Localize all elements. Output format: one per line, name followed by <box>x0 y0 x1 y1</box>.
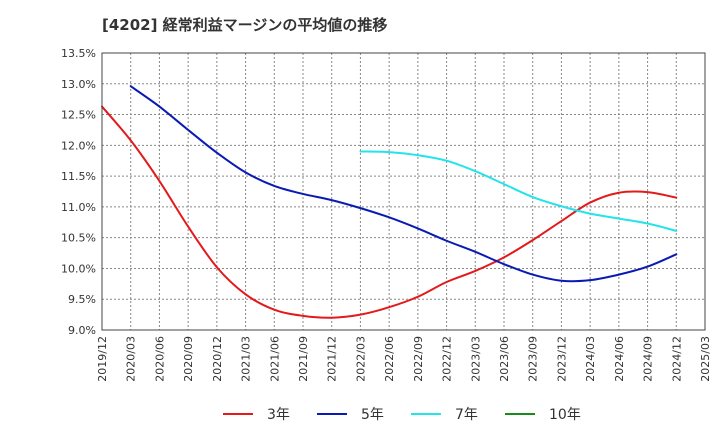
x-tick-label: 2023/09 <box>527 336 540 382</box>
x-tick-label: 2022/12 <box>441 336 454 382</box>
series-line-1 <box>129 85 678 283</box>
chart-title: [4202] 経常利益マージンの平均値の推移 <box>102 16 388 34</box>
x-tick-label: 2021/03 <box>240 336 253 382</box>
plot-frame <box>101 52 706 331</box>
y-tick-label: 11.0% <box>61 201 96 214</box>
y-tick-label: 13.0% <box>61 78 96 91</box>
legend-label-3: 10年 <box>549 407 581 423</box>
x-tick-label: 2025/03 <box>699 336 712 382</box>
y-tick-label: 12.5% <box>61 109 96 122</box>
x-tick-label: 2020/12 <box>211 336 224 382</box>
x-tick-label: 2021/06 <box>268 336 281 382</box>
x-tick-label: 2019/12 <box>96 336 109 382</box>
x-tick-label: 2020/06 <box>153 336 166 382</box>
x-tick-label: 2023/06 <box>498 336 511 382</box>
x-tick-label: 2022/06 <box>383 336 396 382</box>
x-tick-label: 2022/03 <box>354 336 367 382</box>
x-tick-label: 2023/03 <box>469 336 482 382</box>
x-tick-label: 2024/12 <box>670 336 683 382</box>
y-tick-label: 10.0% <box>61 262 96 275</box>
y-tick-label: 9.0% <box>68 324 96 337</box>
plot-area <box>102 53 705 330</box>
y-tick-label: 13.5% <box>61 47 96 60</box>
legend-label-0: 3年 <box>267 407 290 423</box>
legend-label-1: 5年 <box>361 407 384 423</box>
x-tick-label: 2021/09 <box>297 336 310 382</box>
x-tick-label: 2023/12 <box>555 336 568 382</box>
x-tick-label: 2024/09 <box>642 336 655 382</box>
x-tick-label: 2020/09 <box>182 336 195 382</box>
series-line-2 <box>359 150 678 232</box>
x-tick-label: 2021/12 <box>326 336 339 382</box>
y-tick-label: 11.5% <box>61 170 96 183</box>
y-tick-label: 9.5% <box>68 293 96 306</box>
x-tick-label: 2024/03 <box>584 336 597 382</box>
x-tick-label: 2020/03 <box>125 336 138 382</box>
legend-label-2: 7年 <box>455 407 478 423</box>
x-tick-label: 2022/09 <box>412 336 425 382</box>
x-tick-label: 2024/06 <box>613 336 626 382</box>
y-tick-label: 10.5% <box>61 232 96 245</box>
series-line-0 <box>101 105 678 319</box>
y-tick-label: 12.0% <box>61 139 96 152</box>
